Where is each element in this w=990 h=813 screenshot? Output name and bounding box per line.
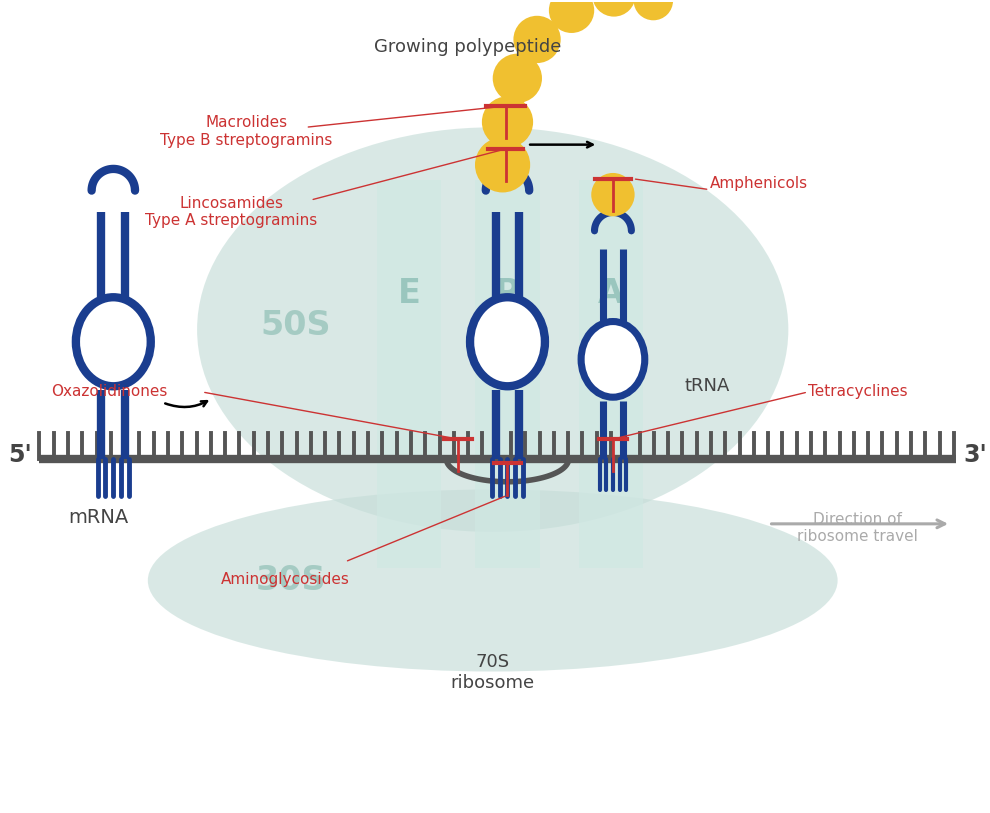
Ellipse shape — [473, 299, 542, 385]
Text: Growing polypeptide: Growing polypeptide — [374, 38, 561, 56]
Text: 30S: 30S — [255, 564, 326, 597]
Circle shape — [482, 97, 534, 148]
Text: 70S
ribosome: 70S ribosome — [450, 654, 535, 692]
Text: 5': 5' — [8, 443, 32, 467]
Bar — [579, 180, 643, 568]
Circle shape — [514, 15, 560, 63]
Ellipse shape — [148, 489, 838, 672]
Bar — [377, 180, 441, 568]
Ellipse shape — [79, 299, 148, 385]
Circle shape — [493, 54, 542, 103]
Text: A: A — [598, 276, 624, 310]
Circle shape — [592, 0, 636, 16]
Circle shape — [591, 173, 635, 216]
Text: mRNA: mRNA — [68, 507, 129, 527]
Text: Macrolides
Type B streptogramins: Macrolides Type B streptogramins — [160, 115, 333, 148]
Text: Oxazolidinones: Oxazolidinones — [51, 385, 167, 399]
Text: tRNA: tRNA — [685, 377, 731, 395]
Circle shape — [634, 0, 673, 20]
Bar — [475, 180, 540, 568]
Text: 3': 3' — [964, 443, 988, 467]
Text: E: E — [398, 276, 421, 310]
Circle shape — [475, 137, 531, 193]
Text: 50S: 50S — [260, 309, 331, 342]
Text: Amphenicols: Amphenicols — [710, 176, 808, 191]
Ellipse shape — [197, 128, 788, 532]
Ellipse shape — [473, 299, 542, 385]
Ellipse shape — [584, 324, 642, 395]
Text: Direction of
ribosome travel: Direction of ribosome travel — [797, 511, 918, 544]
Text: Aminoglycosides: Aminoglycosides — [222, 572, 350, 588]
Text: Tetracyclines: Tetracyclines — [808, 385, 908, 399]
Circle shape — [548, 0, 594, 33]
Text: Lincosamides
Type A streptogramins: Lincosamides Type A streptogramins — [146, 196, 318, 228]
Text: P: P — [495, 276, 520, 310]
Ellipse shape — [584, 323, 643, 396]
